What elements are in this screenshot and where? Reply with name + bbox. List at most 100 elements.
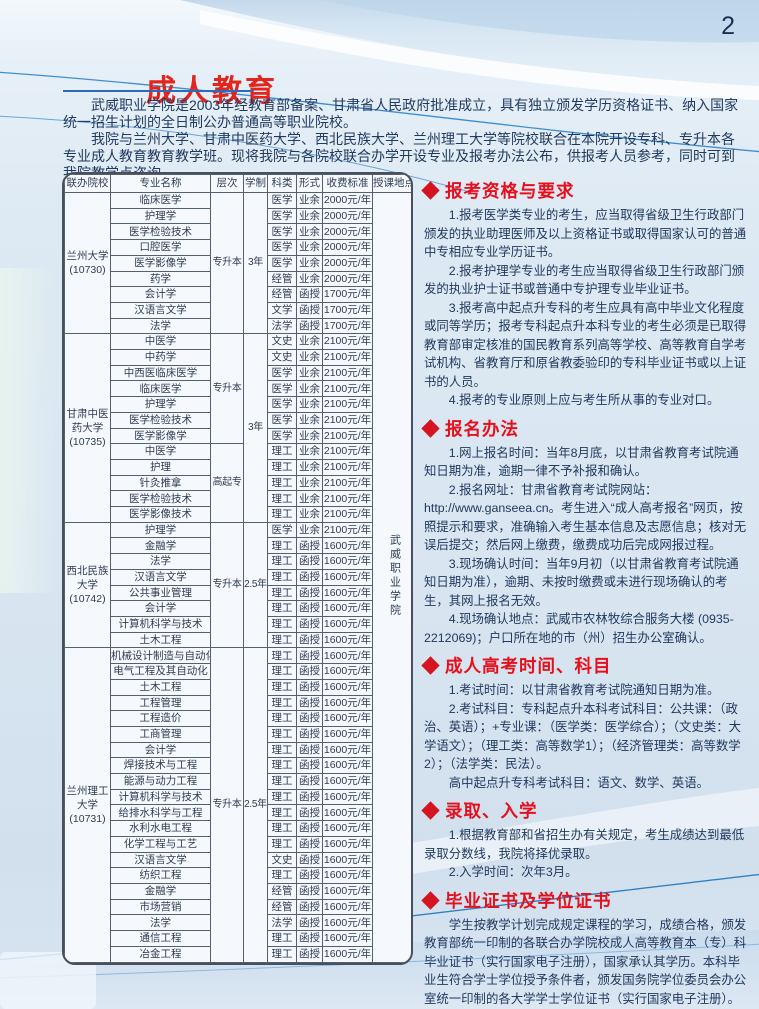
category-cell: 理工 <box>267 443 297 460</box>
major-cell: 汉语言文学 <box>110 568 211 586</box>
section-heading: 毕业证书及学位证书 <box>421 888 748 913</box>
category-cell: 医学 <box>267 427 297 445</box>
diamond-icon <box>421 656 440 675</box>
duration-cell: 3年 <box>243 191 268 335</box>
form-cell: 函授 <box>296 663 323 680</box>
major-cell: 电气工程及其自动化 <box>110 663 211 680</box>
table-row: 兰州理工大学 (10731) 机械设计制造与自动化 专升本 2.5年 理工 函授 1600元/… <box>64 647 412 963</box>
level-cell: 专升本 <box>210 647 244 963</box>
category-cell: 理工 <box>267 584 297 602</box>
fee-cell: 1700元/年 <box>322 286 373 303</box>
table-row: 电气工程及其自动化 理工 函授 1600元/年 <box>65 663 412 680</box>
intro-block: 武威职业学院是2003年经教育部备案、甘肃省人民政府批准成立，具有独立颁发学历资… <box>63 97 747 182</box>
major-cell: 化学工程与工艺 <box>110 835 211 853</box>
category-cell: 理工 <box>267 757 297 775</box>
form-cell: 函授 <box>296 678 323 696</box>
info-section: 毕业证书及学位证书学生按教学计划完成规定课程的学习，成绩合格，颁发教育部统一印制… <box>421 888 748 1009</box>
table-row: 医学影像技术 理工 业余 2100元/年 <box>65 506 412 523</box>
table-row: 能源与动力工程 理工 函授 1600元/年 <box>65 773 412 790</box>
fee-cell: 1600元/年 <box>322 851 373 869</box>
top-white-streak <box>200 10 759 100</box>
form-cell: 函授 <box>296 945 323 963</box>
college-code: (10742) <box>69 593 106 606</box>
fee-cell: 1600元/年 <box>322 882 373 900</box>
section-title: 毕业证书及学位证书 <box>445 890 612 911</box>
section-paragraph: 学生按教学计划完成规定课程的学习，成绩合格，颁发教育部统一印制的各联合办学院校成… <box>424 917 747 1006</box>
form-cell: 业余 <box>296 427 323 445</box>
form-cell: 函授 <box>296 710 323 727</box>
table-row: 汉语言文学 理工 函授 1600元/年 <box>65 568 412 586</box>
category-cell: 理工 <box>267 820 297 837</box>
section-heading: 成人高考时间、科目 <box>421 653 748 678</box>
major-cell: 工商管理 <box>110 725 211 743</box>
major-cell: 临床医学 <box>110 192 211 209</box>
column-header: 学制 <box>243 174 268 193</box>
table-row: 临床医学 医学 业余 2100元/年 <box>65 380 412 398</box>
major-cell: 法学 <box>110 553 211 570</box>
form-cell: 业余 <box>296 364 323 382</box>
table-row: 土木工程 理工 函授 1600元/年 <box>65 631 412 649</box>
category-cell: 文史 <box>267 851 297 869</box>
major-cell: 医学影像技术 <box>110 506 211 523</box>
form-cell: 函授 <box>296 725 323 743</box>
fee-cell: 2100元/年 <box>322 427 373 445</box>
form-cell: 函授 <box>296 930 323 947</box>
form-cell: 业余 <box>296 474 323 492</box>
form-cell: 函授 <box>296 773 323 790</box>
table-row: 焊接技术与工程 理工 函授 1600元/年 <box>65 757 412 775</box>
fee-cell: 1600元/年 <box>322 725 373 743</box>
college-cell: 西北民族大学 (10742) <box>64 521 111 649</box>
table-header-row: 联办院校 专业名称 层次 学制 科类 形式 收费标准 授课地点 <box>64 174 411 193</box>
fee-cell: 2100元/年 <box>322 506 373 523</box>
major-cell: 工程管理 <box>110 694 211 712</box>
category-cell: 理工 <box>267 867 297 884</box>
major-cell: 中西医临床医学 <box>110 364 211 382</box>
table-row: 化学工程与工艺 理工 函授 1600元/年 <box>65 835 412 853</box>
top-inner-band <box>320 0 759 43</box>
major-cell: 护理学 <box>110 396 211 413</box>
category-cell: 医学 <box>267 239 297 256</box>
major-cell: 土木工程 <box>110 631 211 649</box>
table-row: 工商管理 理工 函授 1600元/年 <box>65 725 412 743</box>
major-cell: 冶金工程 <box>110 945 211 963</box>
section-title: 报名办法 <box>445 418 519 439</box>
fee-cell: 1600元/年 <box>322 631 373 649</box>
major-cell: 中医学 <box>110 333 211 351</box>
fee-cell: 1600元/年 <box>322 584 373 602</box>
fee-cell: 1700元/年 <box>322 317 373 335</box>
form-cell: 函授 <box>296 914 323 932</box>
college-code: (10730) <box>69 264 106 277</box>
form-cell: 函授 <box>296 741 323 759</box>
table-row: 冶金工程 理工 函授 1600元/年 <box>65 945 412 963</box>
fee-cell: 1600元/年 <box>322 710 373 727</box>
form-cell: 函授 <box>296 851 323 869</box>
category-cell: 医学 <box>267 223 297 241</box>
major-cell: 口腔医学 <box>110 239 211 256</box>
major-cell: 焊接技术与工程 <box>110 757 211 775</box>
table-row: 通信工程 理工 函授 1600元/年 <box>65 930 412 947</box>
fee-cell: 1600元/年 <box>322 914 373 932</box>
info-section: 报考资格与要求 1.报考医学类专业的考生，应当取得省级卫生行政部门颁发的执业助理医… <box>421 178 748 410</box>
fee-cell: 2000元/年 <box>322 192 373 209</box>
table-row: 会计学 理工 函授 1600元/年 <box>65 600 412 617</box>
table-row: 甘肃中医药大学 (10735) 中医学 专升本 3年 文史 业余 2100元/年 <box>64 333 412 523</box>
diamond-icon <box>421 181 440 200</box>
table-row: 工程造价 理工 函授 1600元/年 <box>65 710 412 727</box>
major-cell: 中药学 <box>110 349 211 366</box>
form-cell: 函授 <box>296 301 323 319</box>
fee-cell: 2000元/年 <box>322 207 373 225</box>
major-cell: 药学 <box>110 270 211 288</box>
category-cell: 理工 <box>267 631 297 649</box>
form-cell: 函授 <box>296 286 323 303</box>
category-cell: 文学 <box>267 301 297 319</box>
category-cell: 理工 <box>267 945 297 963</box>
major-cell: 会计学 <box>110 286 211 303</box>
form-cell: 业余 <box>296 349 323 366</box>
form-cell: 函授 <box>296 647 323 665</box>
major-cell: 土木工程 <box>110 678 211 696</box>
category-cell: 文史 <box>267 333 297 351</box>
form-cell: 函授 <box>296 600 323 617</box>
form-cell: 业余 <box>296 443 323 460</box>
section-heading: 报考资格与要求 <box>421 178 748 203</box>
